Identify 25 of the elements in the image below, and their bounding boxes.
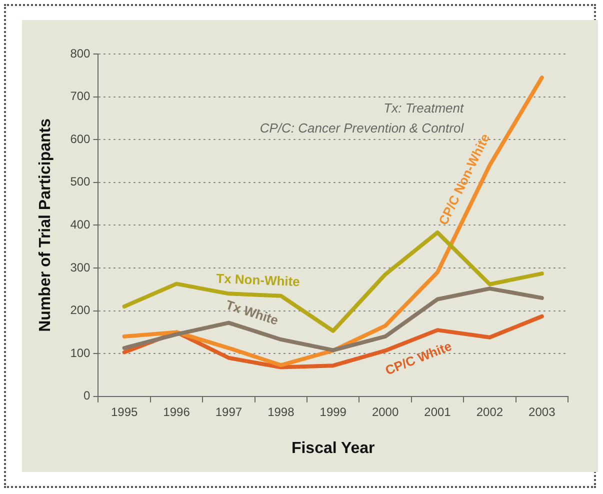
y-tick-label: 200 xyxy=(70,303,91,318)
x-tick-label: 2002 xyxy=(476,404,504,419)
y-tick-label: 400 xyxy=(70,218,91,232)
x-tick-label: 1998 xyxy=(268,404,295,419)
x-tick-label: 1997 xyxy=(215,404,242,419)
series-label: Tx Non-White xyxy=(216,270,300,290)
y-tick-label: 0 xyxy=(84,388,91,403)
x-tick-label: 1995 xyxy=(110,404,138,419)
annotation: Tx: Treatment xyxy=(384,100,465,116)
y-tick-label: 600 xyxy=(70,132,91,146)
annotation: CP/C: Cancer Prevention & Control xyxy=(260,120,465,136)
x-tick-label: 2001 xyxy=(424,404,452,419)
x-tick-label: 2000 xyxy=(372,404,399,419)
text: CP/C White xyxy=(383,338,454,378)
x-tick-label: 1999 xyxy=(320,404,347,419)
y-tick-label: 300 xyxy=(70,260,91,274)
y-axis-title: Number of Trial Participants xyxy=(37,118,54,332)
y-tick-label: 700 xyxy=(70,89,91,104)
x-tick-label: 1996 xyxy=(163,404,190,419)
text: Tx White xyxy=(224,297,280,328)
x-axis-title: Fiscal Year xyxy=(291,440,375,457)
x-tick-label: 2003 xyxy=(528,404,556,419)
y-tick-label: 100 xyxy=(70,346,91,360)
y-tick-label: 500 xyxy=(70,174,91,189)
y-tick-label: 800 xyxy=(70,46,91,60)
